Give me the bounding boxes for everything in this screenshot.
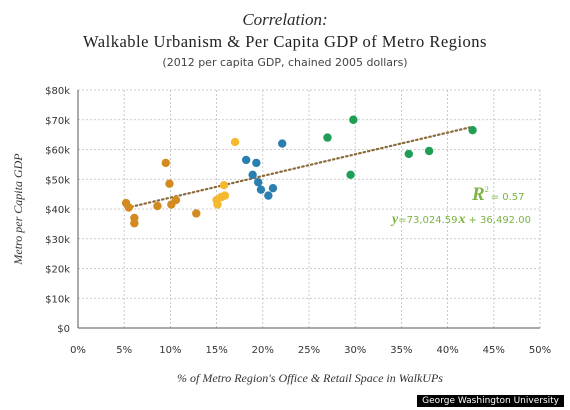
eq-y: y bbox=[390, 212, 399, 227]
x-tick-label: 15% bbox=[205, 345, 227, 356]
data-point-series-4 bbox=[424, 146, 434, 156]
data-point-series-4 bbox=[349, 115, 358, 124]
eq-x: x bbox=[458, 212, 466, 227]
data-point-series-3 bbox=[256, 185, 266, 194]
y-tick-label: $0 bbox=[57, 324, 70, 335]
x-tick-label: 10% bbox=[159, 345, 181, 356]
x-tick-label: 20% bbox=[252, 345, 274, 356]
data-point-series-3 bbox=[252, 158, 261, 168]
y-tick-label: $40k bbox=[45, 205, 70, 216]
x-tick-label: 5% bbox=[116, 345, 132, 356]
r2-exponent: 2 bbox=[485, 185, 489, 194]
trendline-group bbox=[125, 126, 472, 209]
data-point-series-3 bbox=[248, 170, 257, 179]
x-tick-label: 50% bbox=[529, 345, 551, 356]
y-tick-label: $20k bbox=[45, 265, 70, 276]
regression-equation: y=73,024.59x + 36,492.00 bbox=[390, 212, 531, 227]
data-point-series-1 bbox=[192, 209, 201, 218]
x-tick-label: 35% bbox=[390, 345, 412, 356]
data-point-series-1 bbox=[165, 179, 174, 188]
x-tick-label: 25% bbox=[298, 345, 320, 356]
y-tick-label: $70k bbox=[45, 116, 70, 127]
data-point-series-1 bbox=[130, 219, 139, 228]
axes bbox=[77, 90, 540, 329]
data-point-series-1 bbox=[124, 203, 134, 212]
chart-title: Walkable Urbanism & Per Capita GDP of Me… bbox=[83, 32, 487, 51]
source-credit: George Washington University bbox=[417, 395, 564, 407]
data-point-series-2 bbox=[213, 200, 222, 209]
data-point-series-3 bbox=[278, 139, 287, 148]
x-tick-label: 0% bbox=[70, 345, 86, 356]
x-tick-label: 30% bbox=[344, 345, 366, 356]
data-point-series-3 bbox=[264, 191, 273, 200]
y-tick-label: $80k bbox=[45, 86, 70, 97]
data-point-series-2 bbox=[230, 137, 240, 147]
x-tick-label: 45% bbox=[483, 345, 505, 356]
y-axis-label: Metro per Capita GDP bbox=[11, 153, 25, 266]
r2-value: = 0.57 bbox=[491, 192, 525, 203]
trendline bbox=[125, 126, 472, 209]
data-point-series-2 bbox=[220, 191, 230, 200]
data-point-series-1 bbox=[153, 201, 162, 211]
data-point-series-3 bbox=[253, 178, 263, 187]
data-point-series-2 bbox=[219, 181, 229, 190]
chart-subtitle: (2012 per capita GDP, chained 2005 dolla… bbox=[162, 56, 408, 69]
grid-lines bbox=[78, 89, 541, 328]
y-tick-label: $50k bbox=[45, 175, 70, 186]
data-point-series-1 bbox=[161, 158, 170, 168]
data-point-series-3 bbox=[268, 183, 278, 193]
y-tick-label: $30k bbox=[45, 235, 70, 246]
tick-labels: 0% 5% 10% 15% 20% 25% 30% 35% 40% 45% 50% $0 $10k $20… bbox=[45, 86, 551, 356]
chart-title-line1: Correlation: bbox=[242, 10, 328, 29]
x-tick-label: 40% bbox=[436, 345, 458, 356]
y-tick-label: $10k bbox=[45, 294, 70, 305]
data-point-series-4 bbox=[404, 149, 413, 159]
data-points bbox=[121, 115, 477, 228]
x-axis-label: % of Metro Region's Office & Retail Spac… bbox=[177, 371, 443, 385]
data-point-series-4 bbox=[323, 133, 332, 142]
r2-symbol: R bbox=[471, 184, 485, 205]
data-point-series-4 bbox=[468, 125, 477, 135]
r-squared-annotation: R2= 0.57 bbox=[471, 184, 525, 205]
data-point-series-4 bbox=[346, 170, 355, 179]
eq-intercept: + 36,492.00 bbox=[469, 215, 531, 226]
y-tick-label: $60k bbox=[45, 146, 70, 157]
eq-coefficient: =73,024.59 bbox=[398, 215, 457, 226]
data-point-series-1 bbox=[171, 195, 181, 205]
data-point-series-3 bbox=[241, 155, 251, 165]
